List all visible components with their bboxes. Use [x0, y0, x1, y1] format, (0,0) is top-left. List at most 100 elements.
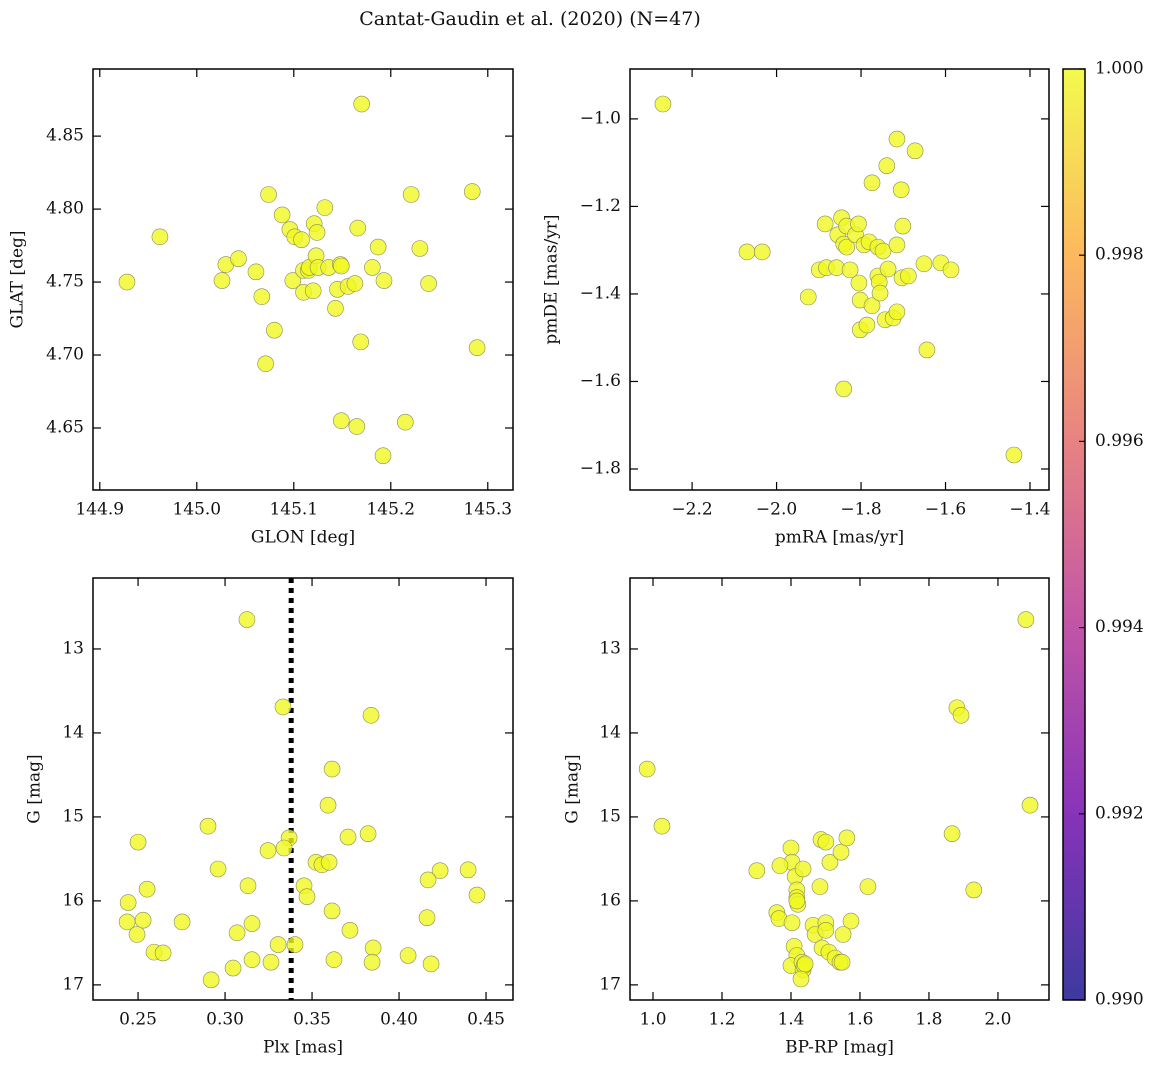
- point: [266, 321, 283, 339]
- point: [286, 936, 304, 953]
- point: [900, 267, 917, 285]
- point: [293, 231, 310, 249]
- point: [151, 228, 169, 246]
- x-axis-label: pmRA [mas/yr]: [775, 528, 904, 548]
- point: [794, 860, 812, 878]
- point: [320, 853, 338, 871]
- point: [199, 817, 217, 835]
- point: [369, 238, 387, 256]
- point: [323, 760, 341, 778]
- plot-frame: [629, 68, 1050, 491]
- point: [832, 843, 850, 861]
- point: [411, 240, 429, 257]
- y-tick-label: 16: [62, 890, 84, 910]
- x-axis-label: GLON [deg]: [251, 528, 355, 548]
- point: [273, 206, 291, 224]
- y-axis-label: G [mag]: [25, 754, 45, 823]
- point: [841, 261, 859, 279]
- x-tick-label: 145.0: [172, 500, 221, 520]
- point: [888, 236, 906, 254]
- point: [863, 297, 881, 315]
- figure-title: Cantat-Gaudin et al. (2020) (N=47): [359, 8, 701, 30]
- point: [274, 698, 292, 716]
- point: [402, 186, 420, 203]
- point: [202, 971, 220, 989]
- x-axis-label: Plx [mas]: [263, 1038, 343, 1058]
- point: [420, 275, 437, 292]
- point: [134, 911, 152, 929]
- point: [397, 413, 414, 431]
- plot-frame: [92, 577, 514, 1001]
- point: [788, 892, 806, 910]
- y-tick-label: −1.0: [580, 108, 621, 128]
- point: [753, 243, 771, 261]
- point: [799, 288, 817, 306]
- point: [308, 224, 326, 241]
- point: [817, 833, 835, 851]
- point: [316, 199, 334, 216]
- point: [359, 825, 377, 843]
- point: [262, 953, 280, 971]
- point: [323, 902, 341, 920]
- point: [874, 242, 892, 260]
- y-tick-label: 4.70: [46, 345, 84, 365]
- point: [238, 611, 256, 628]
- x-tick-label: 1.2: [708, 1010, 735, 1030]
- y-tick-label: 15: [599, 806, 621, 826]
- y-tick-label: 14: [62, 722, 84, 742]
- point: [253, 288, 271, 305]
- point: [259, 842, 277, 859]
- point: [782, 839, 800, 857]
- y-tick-label: 17: [599, 974, 621, 994]
- y-tick-label: 13: [62, 638, 84, 658]
- point: [653, 817, 671, 835]
- point: [771, 857, 789, 874]
- point: [952, 707, 970, 724]
- y-axis-label: G [mag]: [563, 754, 583, 823]
- point: [834, 926, 852, 943]
- y-tick-label: −1.4: [580, 283, 621, 303]
- point: [275, 839, 293, 857]
- x-tick-label: 0.30: [206, 1010, 244, 1030]
- point: [327, 300, 344, 317]
- point: [838, 238, 855, 256]
- point: [119, 894, 137, 911]
- point: [942, 261, 960, 279]
- point: [871, 284, 889, 302]
- point: [821, 853, 839, 871]
- x-tick-label: 145.1: [269, 500, 318, 520]
- point: [349, 219, 367, 237]
- point: [738, 243, 756, 261]
- point: [863, 174, 881, 192]
- point: [364, 939, 382, 957]
- point: [154, 944, 172, 962]
- x-tick-label: −2.2: [671, 500, 712, 520]
- point: [638, 760, 656, 778]
- point: [783, 914, 801, 932]
- colorbar-tick-label: 0.990: [1095, 990, 1144, 1010]
- point: [842, 912, 860, 930]
- point: [811, 878, 829, 895]
- point: [468, 886, 486, 904]
- point: [468, 339, 486, 357]
- point: [333, 412, 350, 429]
- x-tick-label: 0.45: [467, 1010, 505, 1030]
- point: [348, 418, 366, 435]
- plot-frame: [629, 577, 1050, 1001]
- point: [850, 274, 868, 292]
- point: [892, 181, 910, 199]
- y-tick-label: −1.2: [580, 196, 621, 216]
- point: [459, 861, 477, 879]
- point: [816, 215, 834, 233]
- point: [346, 275, 364, 292]
- point: [943, 825, 961, 843]
- colorbar-tick-label: 0.994: [1095, 617, 1144, 637]
- point: [341, 921, 359, 939]
- point: [325, 951, 343, 968]
- point: [129, 833, 147, 851]
- point: [463, 183, 481, 200]
- y-tick-label: 13: [599, 638, 621, 658]
- point: [817, 921, 835, 939]
- point: [374, 447, 392, 465]
- point: [1017, 611, 1035, 628]
